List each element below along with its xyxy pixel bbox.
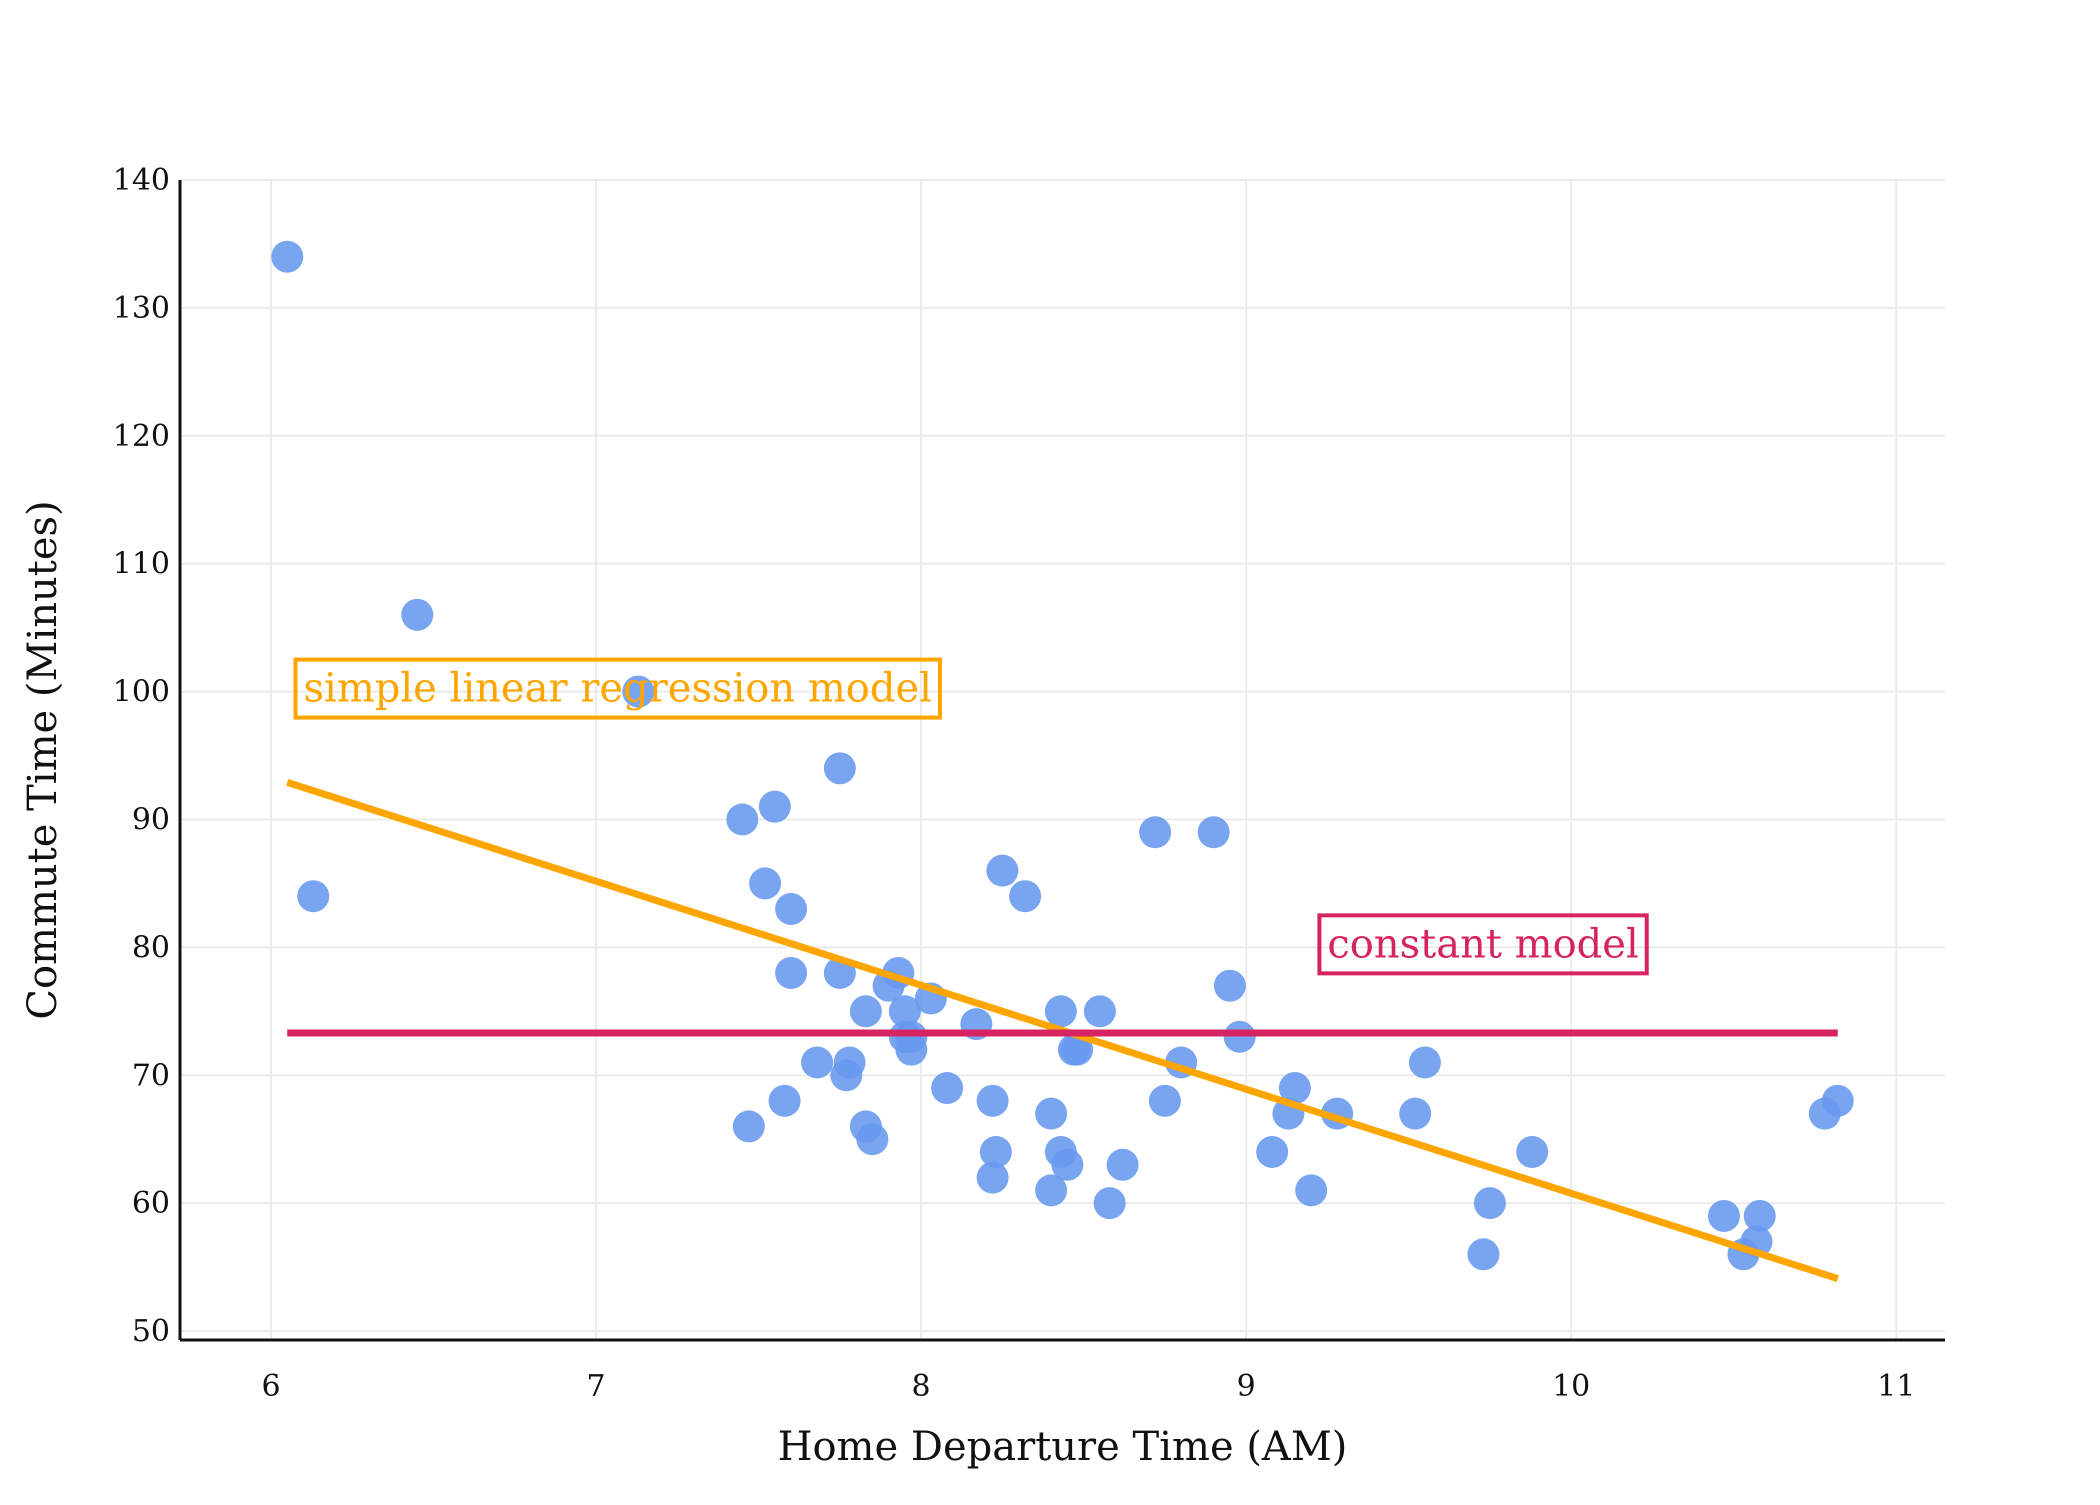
annotation-label: constant model	[1327, 921, 1638, 967]
data-point	[1148, 1084, 1181, 1117]
data-point	[1467, 1238, 1500, 1271]
data-point	[856, 1123, 889, 1156]
data-point	[758, 790, 791, 823]
data-point	[1821, 1084, 1854, 1117]
data-point	[1213, 969, 1246, 1002]
model-lines	[286, 779, 1839, 1282]
data-point	[833, 1046, 866, 1079]
axes	[178, 180, 1945, 1342]
data-points	[271, 240, 1854, 1271]
data-point	[1061, 1033, 1094, 1066]
x-tick-label: 9	[1237, 1369, 1256, 1404]
tick-labels: 6 7 8 9 10 11 50 60 70 80 90 100 110 120 130 140	[113, 163, 1916, 1404]
data-point	[749, 867, 782, 900]
x-tick-label: 6	[261, 1369, 280, 1404]
y-tick-label: 110	[113, 547, 170, 582]
regression-annotation: simple linear regression model	[293, 657, 942, 720]
data-point	[1083, 995, 1116, 1028]
data-point	[726, 803, 759, 836]
data-point	[732, 1110, 765, 1143]
data-point	[622, 675, 655, 708]
data-point	[888, 995, 921, 1028]
y-tick-label: 120	[113, 419, 170, 454]
data-point	[1139, 816, 1172, 849]
y-axis-title: Commute Time (Minutes)	[20, 500, 66, 1019]
constant-annotation: constant model	[1317, 913, 1649, 976]
annotation-box	[293, 657, 942, 720]
gridlines	[180, 179, 1945, 1340]
data-point	[297, 880, 330, 913]
y-tick-label: 100	[113, 675, 170, 710]
data-point	[823, 752, 856, 785]
data-point	[976, 1084, 1009, 1117]
data-point	[1035, 1174, 1068, 1207]
x-tick-label: 11	[1877, 1369, 1915, 1404]
data-point	[1093, 1187, 1126, 1220]
x-tick-label: 10	[1552, 1369, 1590, 1404]
x-tick-label: 7	[587, 1369, 606, 1404]
data-point	[775, 892, 808, 925]
data-point	[979, 1135, 1012, 1168]
data-point	[1051, 1148, 1084, 1181]
data-point	[1278, 1072, 1311, 1105]
data-point	[1473, 1187, 1506, 1220]
data-point	[1295, 1174, 1328, 1207]
y-tick-label: 90	[132, 802, 170, 837]
annotations: simple linear regression model constant m…	[293, 657, 1649, 976]
data-point	[1223, 1020, 1256, 1053]
data-point	[1707, 1199, 1740, 1232]
y-tick-label: 70	[132, 1058, 170, 1093]
data-point	[986, 854, 1019, 887]
annotation-label: simple linear regression model	[304, 666, 932, 712]
data-point	[271, 240, 304, 273]
data-point	[976, 1161, 1009, 1194]
data-point	[801, 1046, 834, 1079]
y-tick-label: 80	[132, 930, 170, 965]
data-point	[1044, 995, 1077, 1028]
data-point	[768, 1084, 801, 1117]
data-point	[931, 1072, 964, 1105]
annotation-box	[1317, 913, 1649, 976]
y-tick-label: 50	[132, 1314, 170, 1349]
data-point	[849, 995, 882, 1028]
y-tick-label: 130	[113, 291, 170, 326]
data-point	[1197, 816, 1230, 849]
data-point	[1408, 1046, 1441, 1079]
y-tick-label: 140	[113, 163, 170, 198]
data-point	[401, 598, 434, 631]
data-point	[1035, 1097, 1068, 1130]
data-point	[1009, 880, 1042, 913]
data-point	[1743, 1199, 1776, 1232]
data-point	[1256, 1135, 1289, 1168]
data-point	[1106, 1148, 1139, 1181]
x-tick-label: 8	[912, 1369, 931, 1404]
y-tick-label: 60	[132, 1186, 170, 1221]
data-point	[1399, 1097, 1432, 1130]
data-point	[775, 956, 808, 989]
data-point	[1516, 1135, 1549, 1168]
data-point	[895, 1020, 928, 1053]
x-axis-title: Home Departure Time (AM)	[778, 1424, 1348, 1470]
